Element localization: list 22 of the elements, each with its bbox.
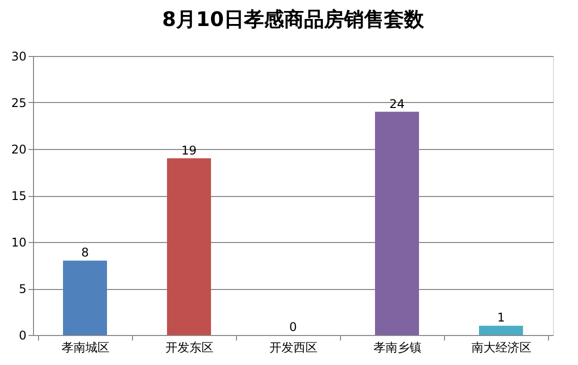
data-label: 1 — [497, 310, 505, 325]
data-label: 0 — [289, 320, 297, 334]
y-tick-label: 20 — [11, 142, 26, 156]
x-tick-label: 开发西区 — [270, 340, 318, 354]
y-tick-label: 15 — [11, 189, 26, 203]
y-tick-label: 25 — [11, 96, 26, 110]
bar — [167, 158, 211, 335]
y-tick-label: 5 — [18, 282, 26, 296]
chart-title: 8月10日孝感商品房销售套数 — [162, 7, 425, 31]
x-tick-label: 孝南城区 — [62, 340, 110, 354]
data-label: 24 — [389, 96, 405, 111]
bar — [479, 326, 523, 335]
y-tick-label: 0 — [18, 328, 26, 342]
x-tick-label: 南大经济区 — [472, 340, 532, 354]
y-tick-label: 30 — [11, 50, 26, 64]
x-tick-label: 孝南乡镇 — [374, 340, 422, 354]
data-label: 19 — [181, 143, 197, 158]
bar — [63, 260, 107, 335]
bar — [375, 112, 419, 335]
data-label: 8 — [81, 246, 89, 260]
y-tick-label: 10 — [11, 236, 26, 250]
x-tick-label: 开发东区 — [166, 340, 214, 354]
